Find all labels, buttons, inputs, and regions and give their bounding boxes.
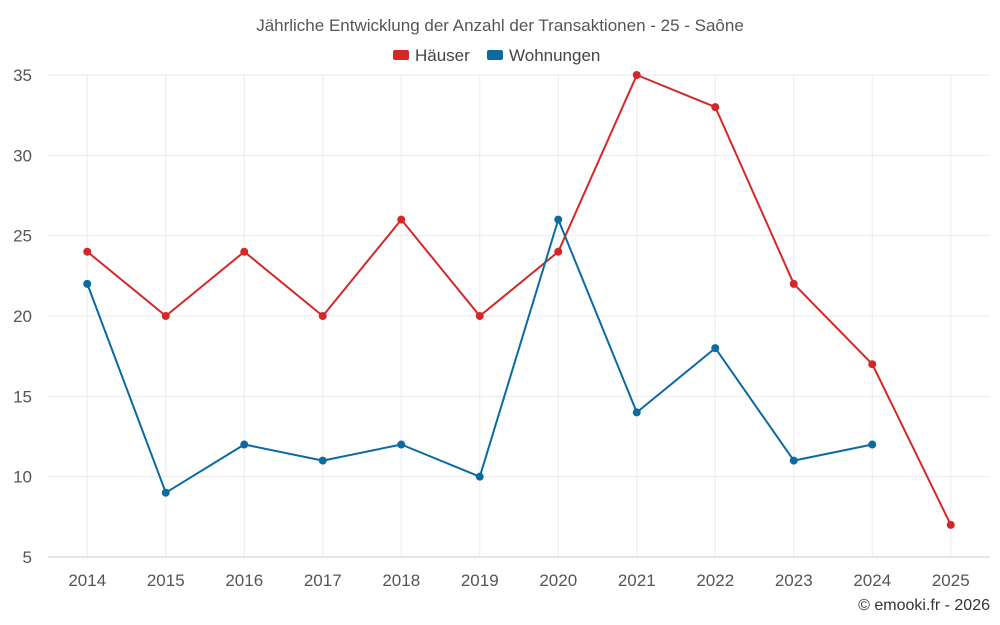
y-tick-label-5: 5 (23, 548, 32, 567)
x-tick-label-2023: 2023 (775, 571, 813, 590)
y-tick-label-30: 30 (13, 146, 32, 165)
legend-item-haeuser[interactable]: Häuser (393, 46, 470, 65)
chart-title: Jährliche Entwicklung der Anzahl der Tra… (256, 16, 744, 35)
x-tick-label-2019: 2019 (461, 571, 499, 590)
data-point-haeuser-2014[interactable] (83, 247, 92, 256)
y-tick-label-35: 35 (13, 66, 32, 85)
legend-label-haeuser: Häuser (415, 46, 470, 65)
x-tick-label-2018: 2018 (382, 571, 420, 590)
data-point-wohnungen-2015[interactable] (161, 488, 170, 497)
legend: Häuser Wohnungen (393, 46, 600, 65)
data-point-haeuser-2018[interactable] (397, 215, 406, 224)
data-point-haeuser-2019[interactable] (475, 312, 484, 320)
legend-label-wohnungen: Wohnungen (509, 46, 600, 65)
data-point-haeuser-2024[interactable] (868, 360, 877, 369)
y-tick-label-10: 10 (13, 468, 32, 487)
data-point-wohnungen-2020[interactable] (554, 215, 563, 224)
y-tick-label-25: 25 (13, 227, 32, 246)
x-tick-label-2014: 2014 (68, 571, 106, 590)
data-point-wohnungen-2024[interactable] (868, 440, 877, 449)
x-tick-label-2025: 2025 (932, 571, 970, 590)
series-layer (83, 71, 955, 529)
x-tick-label-2017: 2017 (304, 571, 342, 590)
y-axis: 5 10 15 20 25 30 35 (13, 66, 32, 567)
data-point-haeuser-2021[interactable] (632, 71, 641, 79)
data-point-haeuser-2022[interactable] (711, 103, 720, 112)
data-point-haeuser-2017[interactable] (318, 312, 327, 320)
data-point-haeuser-2016[interactable] (240, 247, 249, 256)
x-tick-label-2021: 2021 (618, 571, 656, 590)
x-tick-label-2020: 2020 (539, 571, 577, 590)
y-tick-label-15: 15 (13, 387, 32, 406)
data-point-wohnungen-2016[interactable] (240, 440, 249, 449)
y-tick-label-20: 20 (13, 307, 32, 326)
data-point-haeuser-2023[interactable] (789, 279, 798, 288)
data-point-wohnungen-2021[interactable] (632, 408, 641, 417)
data-point-wohnungen-2014[interactable] (83, 279, 92, 288)
data-point-haeuser-2025[interactable] (946, 520, 955, 529)
series-line-haeuser (86, 74, 952, 526)
grid (48, 74, 990, 557)
legend-swatch-wohnungen (487, 50, 503, 60)
x-tick-label-2024: 2024 (853, 571, 891, 590)
data-point-haeuser-2020[interactable] (554, 247, 563, 256)
x-tick-label-2022: 2022 (696, 571, 734, 590)
legend-item-wohnungen[interactable]: Wohnungen (487, 46, 600, 65)
data-point-haeuser-2015[interactable] (161, 312, 170, 320)
credit-text: © emooki.fr - 2026 (858, 597, 990, 614)
x-tick-label-2016: 2016 (225, 571, 263, 590)
data-point-wohnungen-2018[interactable] (397, 440, 406, 449)
data-point-wohnungen-2022[interactable] (711, 344, 720, 353)
x-tick-label-2015: 2015 (147, 571, 185, 590)
legend-swatch-haeuser (393, 50, 409, 60)
data-point-wohnungen-2017[interactable] (318, 456, 327, 465)
x-axis: 2014 2015 2016 2017 2018 2019 2020 2021 2022 2023… (48, 556, 990, 590)
data-point-wohnungen-2019[interactable] (475, 472, 484, 481)
data-point-wohnungen-2023[interactable] (789, 456, 798, 465)
